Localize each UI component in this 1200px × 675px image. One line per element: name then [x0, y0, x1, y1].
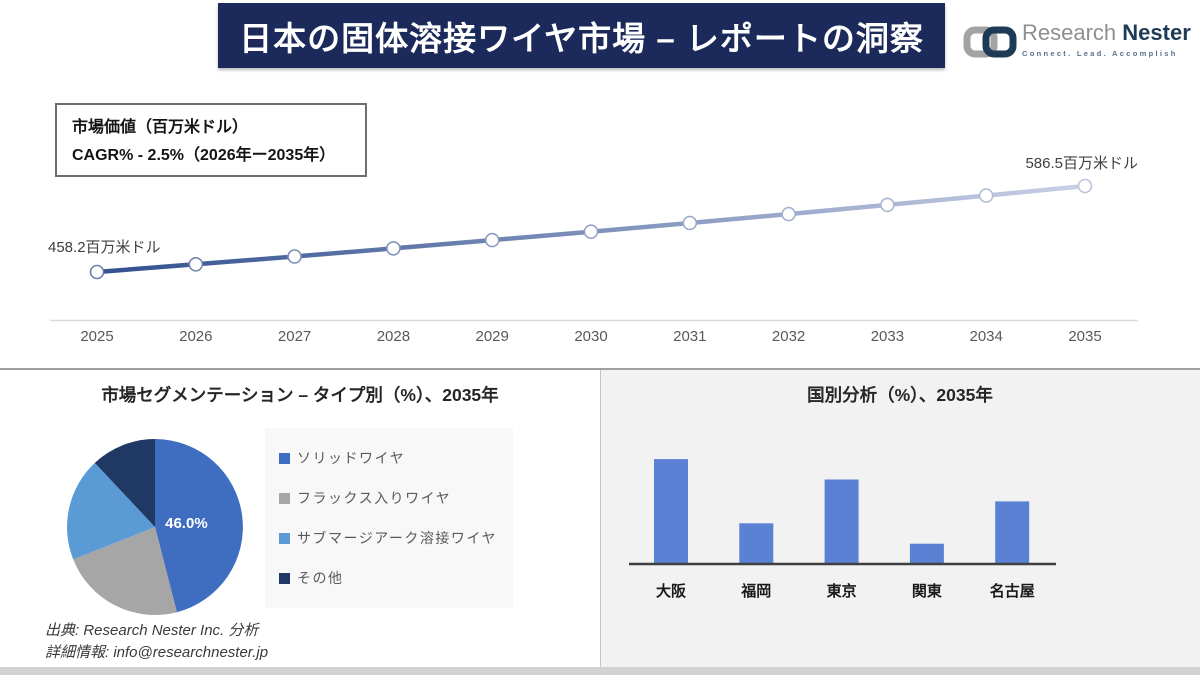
legend-label-0: ソリッドワイヤ: [297, 450, 406, 466]
x-tick-2025: 2025: [80, 328, 113, 345]
x-tick-2028: 2028: [377, 328, 410, 345]
horizontal-divider: [0, 368, 1200, 370]
pie-legend: ソリッドワイヤフラックス入りワイヤサブマージアーク溶接ワイヤ その他: [265, 428, 513, 608]
data-point-2032: [781, 206, 796, 222]
pie-slice-3: [94, 439, 155, 527]
bar-label-名古屋: 名古屋: [990, 582, 1035, 600]
x-tick-2035: 2035: [1068, 328, 1101, 345]
pie-slice-2: [67, 462, 155, 560]
x-tick-2034: 2034: [970, 328, 1003, 345]
bottom-border-strip: [0, 667, 1200, 675]
pie-slice-1: [73, 527, 177, 615]
legend-label-2: サブマージアーク溶接ワイヤ: [297, 530, 497, 546]
pie-data-label: 46.0%: [165, 515, 208, 532]
x-tick-2030: 2030: [574, 328, 607, 345]
bar-label-関東: 関東: [912, 582, 942, 600]
bar-label-大阪: 大阪: [656, 582, 687, 600]
pie-slice-0: [155, 439, 243, 613]
segmentation-pie-chart: 46.0%: [67, 439, 243, 615]
legend-item-0: ソリッドワイヤ: [279, 448, 513, 468]
bar-福岡: [739, 523, 774, 564]
legend-item-2: サブマージアーク溶接ワイヤ: [279, 528, 513, 548]
legend-swatch-3: [279, 572, 290, 584]
brand-name-research: Research: [1022, 20, 1117, 45]
country-bar-chart: 大阪 福岡 東京 関東 名古屋: [629, 459, 1056, 600]
vertical-divider: [600, 370, 601, 675]
legend-swatch-2: [279, 532, 290, 544]
brand-logo-text: Research Nester Connect. Lead. Accomplis…: [1022, 20, 1191, 58]
start-value-label: 458.2百万米ドル: [48, 239, 161, 256]
x-tick-2033: 2033: [871, 328, 904, 345]
brand-logo: Research Nester Connect. Lead. Accomplis…: [962, 18, 1191, 66]
chain-links-icon: [963, 26, 1017, 58]
bar-関東: [909, 543, 944, 564]
market-value-unit-label: 市場価値（百万米ドル）: [72, 119, 249, 136]
data-point-2030: [583, 224, 599, 239]
brand-tagline: Connect. Lead. Accomplish: [1022, 49, 1178, 58]
bar-label-東京: 東京: [827, 582, 857, 600]
data-point-2025: [89, 264, 105, 280]
end-value-label: 586.5百万米ドル: [1025, 155, 1138, 172]
x-tick-2032: 2032: [772, 328, 805, 345]
data-point-2026: [188, 256, 204, 272]
data-point-2029: [484, 232, 500, 248]
brand-name-nester: Nester: [1122, 20, 1191, 45]
data-point-2031: [682, 215, 698, 231]
bar-大阪: [654, 459, 688, 564]
source-note: 出典: Research Nester Inc. 分析 詳細情報: info@r…: [45, 620, 268, 664]
report-title: 日本の固体溶接ワイヤ市場 – レポートの洞察: [239, 19, 924, 57]
data-point-2033: [880, 197, 895, 213]
data-point-2034: [978, 188, 994, 203]
report-title-banner: 日本の固体溶接ワイヤ市場 – レポートの洞察: [218, 3, 945, 68]
market-value-line-chart: 2025 2026 2027 2028 2029 2030 2031 2032 2033 2034…: [48, 155, 1138, 345]
country-panel-background: [601, 370, 1200, 675]
x-tick-2029: 2029: [476, 328, 509, 345]
cagr-label: CAGR% - 2.5%（2026年ー2035年）: [72, 147, 336, 164]
bar-名古屋: [995, 501, 1030, 564]
source-line: 出典: Research Nester Inc. 分析: [45, 622, 259, 639]
segmentation-chart-title: 市場セグメンテーション – タイプ別（%）、2035年: [101, 385, 499, 405]
legend-swatch-1: [279, 492, 290, 504]
legend-label-1: フラックス入りワイヤ: [297, 490, 452, 506]
data-point-2035: [1077, 178, 1093, 194]
x-tick-2031: 2031: [673, 328, 706, 345]
x-tick-2027: 2027: [278, 328, 311, 345]
bar-label-福岡: 福岡: [740, 582, 771, 600]
legend-item-1: フラックス入りワイヤ: [279, 488, 513, 508]
contact-line: 詳細情報: info@researchnester.jp: [45, 644, 269, 661]
x-tick-2026: 2026: [179, 328, 212, 345]
legend-item-3: その他: [279, 568, 513, 588]
data-point-2028: [386, 241, 401, 256]
market-value-box: 市場価値（百万米ドル） CAGR% - 2.5%（2026年ー2035年）: [55, 103, 367, 177]
country-chart-title: 国別分析（%）、2035年: [807, 385, 993, 405]
legend-swatch-0: [279, 452, 290, 464]
bar-東京: [824, 479, 859, 564]
brand-name: Research Nester: [1022, 20, 1191, 46]
legend-label-3: その他: [297, 570, 344, 586]
data-point-2027: [287, 249, 302, 264]
